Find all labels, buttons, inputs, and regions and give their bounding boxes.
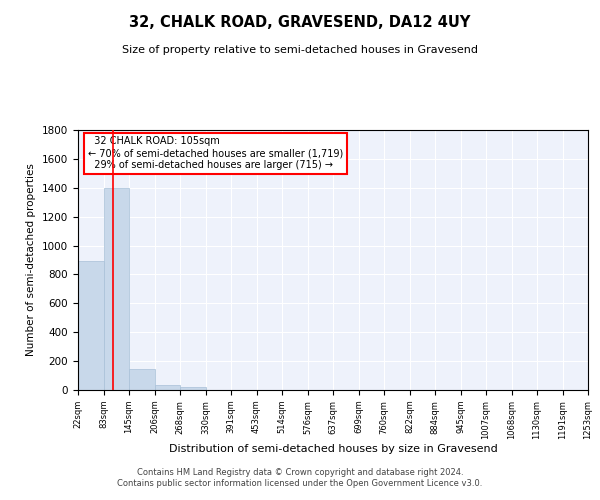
Bar [129, 369, 155, 390]
Bar [78, 262, 104, 390]
Text: Size of property relative to semi-detached houses in Gravesend: Size of property relative to semi-detach… [122, 45, 478, 55]
Bar [104, 188, 129, 390]
Text: Contains HM Land Registry data © Crown copyright and database right 2024.
Contai: Contains HM Land Registry data © Crown c… [118, 468, 482, 487]
Text: 32 CHALK ROAD: 105sqm
← 70% of semi-detached houses are smaller (1,719)
  29% of: 32 CHALK ROAD: 105sqm ← 70% of semi-deta… [88, 136, 343, 170]
Y-axis label: Number of semi-detached properties: Number of semi-detached properties [26, 164, 37, 356]
Bar [180, 387, 205, 390]
Bar [155, 385, 180, 390]
X-axis label: Distribution of semi-detached houses by size in Gravesend: Distribution of semi-detached houses by … [169, 444, 497, 454]
Text: 32, CHALK ROAD, GRAVESEND, DA12 4UY: 32, CHALK ROAD, GRAVESEND, DA12 4UY [130, 15, 470, 30]
